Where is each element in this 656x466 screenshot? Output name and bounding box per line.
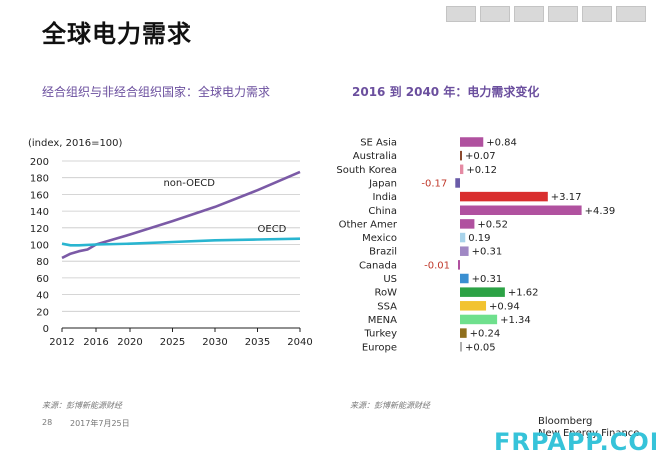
bar bbox=[460, 137, 484, 147]
bar-chart: SE Asia +0.84 Australia +0.07 South Korea +0.… bbox=[336, 137, 616, 353]
y-tick-label: 60 bbox=[36, 274, 49, 285]
category-label: South Korea bbox=[336, 165, 397, 176]
y-tick-label: 100 bbox=[30, 241, 49, 252]
data-label: +0.24 bbox=[470, 329, 501, 340]
x-tick-label: 2016 bbox=[83, 337, 108, 348]
bar bbox=[460, 314, 498, 325]
category-label: RoW bbox=[374, 288, 397, 299]
page-date: 2017年7月25日 bbox=[70, 419, 130, 428]
data-label: +4.39 bbox=[585, 206, 616, 217]
y-axis-label: (index, 2016=100) bbox=[28, 138, 123, 149]
y-tick-label: 140 bbox=[30, 207, 49, 218]
right-chart-title: 2016 到 2040 年：电力需求变化 bbox=[352, 85, 540, 99]
y-tick-label: 160 bbox=[30, 190, 49, 201]
x-tick-label: 2030 bbox=[202, 337, 227, 348]
bar bbox=[460, 232, 466, 243]
series-label-non-oecd: non-OECD bbox=[163, 178, 215, 189]
data-label: +1.62 bbox=[508, 288, 539, 299]
bar bbox=[458, 260, 460, 270]
data-label: +0.94 bbox=[489, 301, 520, 312]
brand-name: Bloomberg bbox=[538, 416, 593, 427]
data-label: -0.17 bbox=[421, 178, 447, 189]
data-label: +0.31 bbox=[472, 274, 503, 285]
bar bbox=[460, 191, 548, 202]
y-tick-label: 0 bbox=[43, 324, 49, 335]
left-source-note: 来源：彭博新能源财经 bbox=[42, 401, 122, 410]
data-label: 0.19 bbox=[468, 233, 490, 244]
page-number: 28 bbox=[42, 418, 53, 427]
brand-subname: New Energy Finance bbox=[538, 428, 640, 439]
category-label: China bbox=[368, 206, 397, 217]
bar bbox=[460, 287, 505, 297]
y-tick-label: 80 bbox=[36, 257, 49, 268]
y-tick-label: 120 bbox=[30, 224, 49, 235]
data-label: +0.05 bbox=[465, 342, 496, 353]
bar bbox=[455, 178, 460, 188]
x-tick-label: 2040 bbox=[287, 337, 312, 348]
x-tick-label: 2012 bbox=[49, 337, 74, 348]
x-tick-label: 2025 bbox=[160, 337, 185, 348]
data-label: +0.52 bbox=[477, 219, 508, 230]
data-label: +0.84 bbox=[486, 138, 517, 149]
category-label: SSA bbox=[377, 301, 397, 312]
category-label: Japan bbox=[368, 178, 397, 189]
category-label: Other Amer bbox=[339, 219, 398, 230]
series-line-oecd bbox=[61, 237, 301, 247]
data-label: +0.07 bbox=[465, 151, 496, 162]
series-label-oecd: OECD bbox=[258, 224, 287, 235]
category-label: Europe bbox=[362, 342, 397, 353]
bar bbox=[460, 219, 475, 229]
bar bbox=[460, 273, 469, 284]
bar bbox=[460, 301, 487, 311]
data-label: +1.34 bbox=[500, 315, 531, 326]
category-label: Brazil bbox=[369, 247, 397, 258]
y-tick-label: 200 bbox=[30, 157, 49, 168]
left-chart-title: 经合组织与非经合组织国家：全球电力需求 bbox=[42, 85, 271, 99]
series-line-non-oecd bbox=[61, 170, 301, 260]
category-label: India bbox=[372, 192, 397, 203]
page-title: 全球电力需求 bbox=[42, 20, 192, 48]
header-decoration bbox=[446, 6, 646, 22]
data-label: -0.01 bbox=[424, 260, 450, 271]
right-source-note: 来源：彭博新能源财经 bbox=[350, 401, 430, 410]
y-tick-label: 180 bbox=[30, 174, 49, 185]
category-label: Australia bbox=[353, 151, 397, 162]
data-label: +0.12 bbox=[466, 165, 497, 176]
category-label: Canada bbox=[359, 260, 397, 271]
y-tick-label: 20 bbox=[36, 307, 49, 318]
category-label: Mexico bbox=[362, 233, 397, 244]
category-label: SE Asia bbox=[360, 138, 397, 149]
category-label: US bbox=[383, 274, 397, 285]
bar bbox=[460, 246, 469, 256]
bar bbox=[460, 328, 467, 338]
data-label: +3.17 bbox=[551, 192, 582, 203]
y-tick-label: 40 bbox=[36, 291, 49, 302]
bar bbox=[460, 342, 462, 352]
category-label: Turkey bbox=[363, 329, 397, 340]
watermark-logo: FRPAPP.COM bbox=[494, 428, 656, 456]
bar bbox=[460, 205, 582, 215]
category-label: MENA bbox=[368, 315, 397, 326]
data-label: +0.31 bbox=[472, 247, 503, 258]
bar bbox=[460, 150, 462, 161]
x-tick-label: 2035 bbox=[245, 337, 270, 348]
bar bbox=[460, 164, 464, 175]
x-tick-label: 2020 bbox=[117, 337, 142, 348]
line-chart: (index, 2016=100)02040608010012014016018… bbox=[28, 138, 313, 348]
